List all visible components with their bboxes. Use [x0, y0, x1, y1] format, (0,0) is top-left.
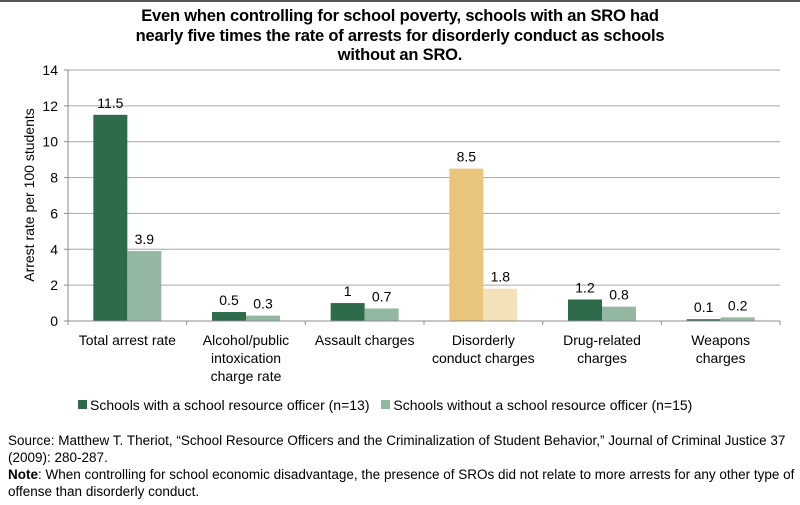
x-tick-label: charges [696, 350, 746, 366]
bar [602, 306, 636, 321]
bar [212, 312, 246, 321]
gridlines [68, 69, 780, 286]
source-label: Source: [8, 433, 55, 448]
x-tick-label: charges [577, 350, 627, 366]
y-tick-label: 8 [50, 170, 58, 186]
data-label: 11.5 [97, 95, 123, 111]
title-line: nearly five times the rate of arrests fo… [135, 26, 665, 45]
bar [720, 317, 755, 321]
title-line: without an SRO. [337, 46, 463, 64]
source-citation: Source: Matthew T. Theriot, “School Reso… [8, 432, 798, 466]
x-tick-label: Total arrest rate [79, 332, 176, 348]
legend: Schools with a school resource officer (… [78, 396, 700, 413]
y-tick-label: 6 [50, 205, 58, 221]
data-label: 0.8 [609, 287, 629, 303]
legend-item-with-sro: Schools with a school resource officer (… [78, 397, 370, 413]
data-label: 8.5 [457, 149, 477, 165]
chart-title: Even when controlling for school poverty… [60, 7, 740, 66]
title-line: Even when controlling for school poverty… [141, 7, 659, 25]
x-tick-label: Alcohol/public [203, 332, 289, 348]
bar [246, 315, 280, 321]
x-tick-label: charge rate [211, 368, 282, 384]
top-border [0, 0, 800, 2]
legend-swatch [78, 400, 87, 409]
x-axis: Total arrest rate Alcohol/public intoxicat… [67, 70, 781, 384]
x-tick-label: intoxication [211, 350, 281, 366]
data-label: 0.5 [219, 292, 239, 308]
bar [483, 288, 518, 321]
data-label: 0.2 [728, 297, 748, 313]
x-tick-label: Assault charges [315, 332, 415, 348]
note-text: : When controlling for school economic d… [8, 467, 795, 499]
y-tick-label: 4 [50, 241, 58, 257]
note-label: Note [8, 467, 38, 482]
x-tick-label: conduct charges [432, 350, 535, 366]
y-tick-label: 14 [42, 62, 58, 78]
bar [568, 299, 602, 321]
legend-label: Schools with a school resource officer (… [90, 396, 370, 413]
x-tick-label: Weapons [691, 332, 750, 348]
bar [127, 251, 162, 321]
x-tick-label: Drug-related [563, 332, 641, 348]
note: Note: When controlling for school econom… [8, 466, 798, 500]
bar [686, 319, 721, 321]
bar [330, 303, 365, 321]
bar [449, 168, 484, 321]
data-label: 1.2 [575, 279, 595, 295]
footnote: Source: Matthew T. Theriot, “School Reso… [8, 432, 798, 500]
data-label: 0.3 [253, 296, 273, 312]
y-tick-label: 0 [50, 313, 58, 329]
y-axis-label: Arrest rate per 100 students [21, 108, 37, 282]
legend-label: Schools without a school resource office… [393, 396, 693, 413]
legend-item-without-sro: Schools without a school resource office… [381, 397, 692, 413]
data-label: 3.9 [135, 231, 155, 247]
y-tick-label: 2 [50, 277, 58, 293]
y-tick-label: 10 [42, 134, 58, 150]
data-label: 1.8 [491, 269, 511, 285]
y-axis-ticks: 0 2 4 6 8 10 12 14 [42, 62, 68, 329]
data-label: 1 [344, 283, 352, 299]
bar-chart: 0 2 4 6 8 10 12 14 11.5 3.9 0.5 0.3 1 0.7 8.5 1.8 1.2 0.… [21, 62, 781, 384]
data-label: 0.1 [694, 299, 714, 315]
bars [93, 114, 755, 321]
legend-swatch [381, 400, 391, 409]
source-text: Matthew T. Theriot, “School Resource Off… [8, 433, 786, 465]
y-tick-label: 12 [42, 98, 58, 114]
data-labels: 11.5 3.9 0.5 0.3 1 0.7 8.5 1.8 1.2 0.8 0.1 0.2 [97, 95, 747, 315]
data-label: 0.7 [372, 288, 392, 304]
bar [364, 308, 399, 321]
x-tick-label: Disorderly [452, 332, 515, 348]
bar [93, 114, 128, 321]
